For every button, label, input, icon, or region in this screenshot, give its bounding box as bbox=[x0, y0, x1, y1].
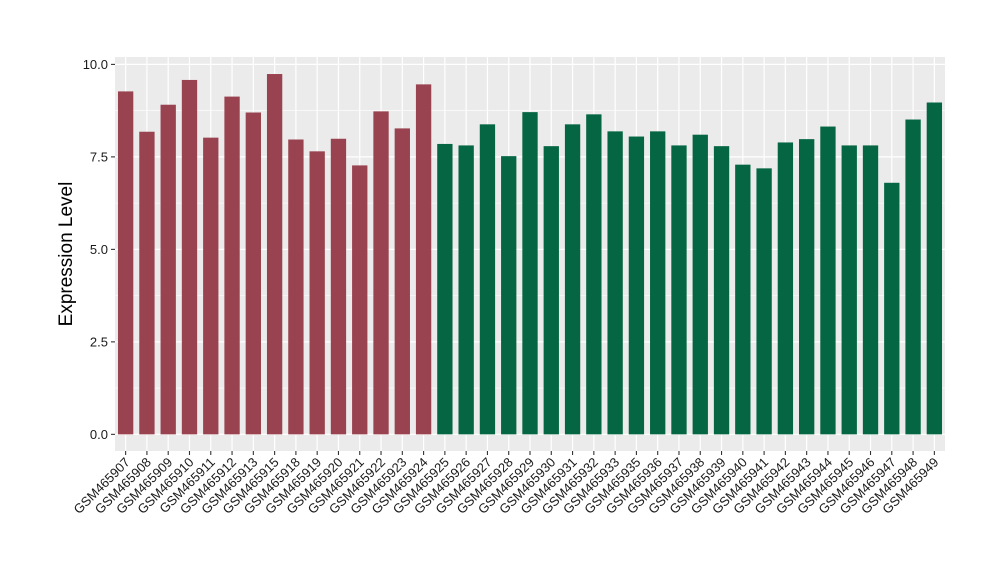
bar-GSM465926 bbox=[458, 145, 474, 435]
bar-GSM465946 bbox=[862, 145, 879, 435]
bar-GSM465908 bbox=[139, 131, 155, 435]
bar-GSM465933 bbox=[607, 131, 623, 435]
y-tick-label: 5.0 bbox=[90, 242, 108, 257]
bar-GSM465920 bbox=[330, 138, 347, 435]
bar-GSM465913 bbox=[245, 112, 261, 435]
bar-GSM465942 bbox=[777, 142, 794, 435]
y-tick-label: 0.0 bbox=[90, 427, 108, 442]
bar-GSM465912 bbox=[224, 96, 240, 435]
y-axis: 0.0 2.5 5.0 7.5 10.0 bbox=[83, 57, 115, 442]
bar-GSM465915 bbox=[266, 74, 283, 435]
bar-GSM465925 bbox=[437, 143, 453, 435]
bar-GSM465947 bbox=[884, 182, 900, 435]
bar-GSM465943 bbox=[799, 139, 815, 435]
bar-GSM465945 bbox=[841, 145, 857, 435]
bar-GSM465927 bbox=[479, 124, 496, 435]
bar-GSM465931 bbox=[564, 124, 581, 435]
bar-GSM465930 bbox=[543, 146, 559, 435]
y-tick-label: 10.0 bbox=[83, 57, 108, 72]
bar-GSM465937 bbox=[671, 145, 687, 435]
bar-GSM465932 bbox=[586, 114, 602, 435]
bar-GSM465940 bbox=[735, 164, 751, 435]
bar-GSM465909 bbox=[160, 104, 176, 435]
bar-GSM465910 bbox=[181, 79, 198, 435]
y-tick-label: 2.5 bbox=[90, 334, 108, 349]
y-tick-label: 7.5 bbox=[90, 149, 108, 164]
bar-GSM465919 bbox=[309, 151, 325, 435]
bar-GSM465918 bbox=[288, 139, 304, 435]
bar-GSM465935 bbox=[628, 136, 645, 435]
bar-GSM465907 bbox=[117, 91, 134, 435]
bar-GSM465938 bbox=[692, 134, 708, 435]
bars bbox=[117, 74, 943, 435]
y-axis-title: Expression Level bbox=[56, 182, 77, 327]
bar-GSM465923 bbox=[394, 128, 410, 435]
bar-GSM465922 bbox=[373, 111, 389, 435]
bar-GSM465911 bbox=[203, 137, 219, 435]
bar-GSM465921 bbox=[352, 165, 368, 435]
bar-GSM465924 bbox=[415, 84, 432, 435]
bar-GSM465939 bbox=[713, 146, 730, 435]
bar-GSM465928 bbox=[501, 156, 517, 435]
bar-GSM465949 bbox=[926, 102, 943, 435]
bar-GSM465941 bbox=[756, 168, 772, 435]
bar-GSM465936 bbox=[650, 131, 666, 435]
x-axis: GSM465907GSM465908GSM465909GSM465910GSM4… bbox=[71, 451, 941, 517]
bar-GSM465944 bbox=[820, 126, 836, 435]
bar-GSM465948 bbox=[905, 119, 921, 435]
bar-GSM465929 bbox=[522, 112, 538, 435]
